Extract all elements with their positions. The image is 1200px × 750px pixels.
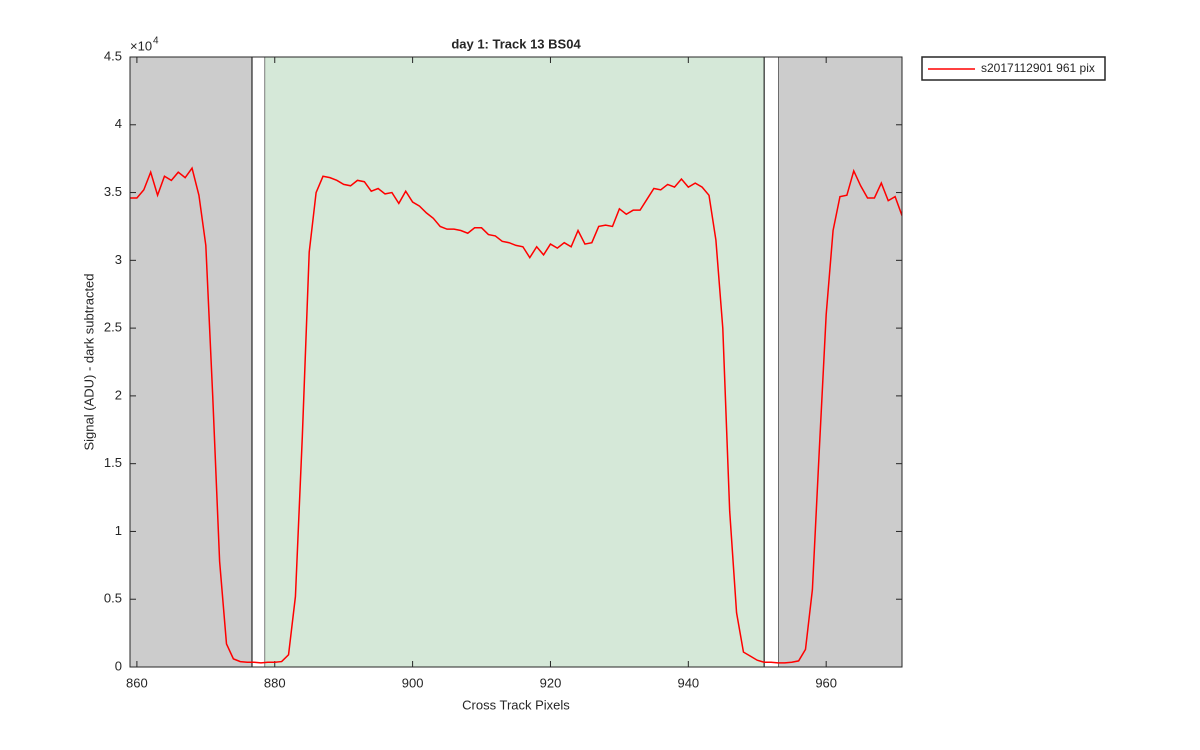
x-axis-label: Cross Track Pixels <box>462 697 570 712</box>
y-tick-label: 0 <box>115 658 122 673</box>
data-line <box>130 166 902 664</box>
region <box>778 57 902 667</box>
region <box>130 57 253 667</box>
x-tick-label: 880 <box>264 675 286 690</box>
y-axis-label: Signal (ADU) - dark subtracted <box>81 273 96 450</box>
y-tick-label: 3 <box>115 252 122 267</box>
x-tick-label: 960 <box>815 675 837 690</box>
y-tick-label: 1.5 <box>104 455 122 470</box>
x-tick-label: 920 <box>540 675 562 690</box>
region <box>265 57 765 667</box>
x-tick-label: 900 <box>402 675 424 690</box>
x-tick-label: 860 <box>126 675 148 690</box>
y-tick-label: 2 <box>115 387 122 402</box>
x-tick-label: 940 <box>677 675 699 690</box>
y-tick-label: 0.5 <box>104 591 122 606</box>
legend-box <box>921 56 1106 81</box>
chart-title: day 1: Track 13 BS04 <box>451 36 581 51</box>
y-scale-exponent: 4 <box>153 36 159 47</box>
legend-label: s2017112901 961 pix <box>981 61 1095 75</box>
y-tick-label: 1 <box>115 523 122 538</box>
axes-box <box>129 56 903 668</box>
y-tick-label: 4 <box>115 116 122 131</box>
y-tick-label: 2.5 <box>104 320 122 335</box>
region <box>763 56 780 668</box>
y-scale-base: ×10 <box>130 38 152 53</box>
y-tick-label: 4.5 <box>104 48 122 63</box>
region <box>251 56 266 668</box>
y-tick-label: 3.5 <box>104 184 122 199</box>
